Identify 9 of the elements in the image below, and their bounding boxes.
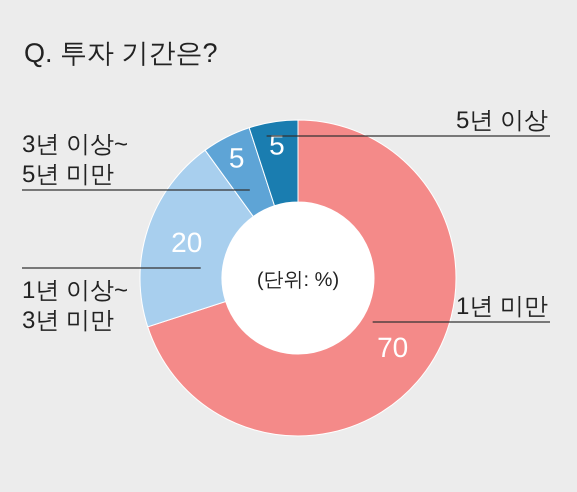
data-label: 5 bbox=[228, 142, 244, 174]
slice-label: 1년 미만 bbox=[456, 293, 548, 320]
slice-label: 5년 이상 bbox=[456, 107, 548, 134]
slice-label: 1년 이상~ 3년 미만 bbox=[22, 277, 128, 334]
data-label: 70 bbox=[377, 332, 408, 363]
chart-title: Q. 투자 기간은? bbox=[24, 38, 218, 68]
data-label: 20 bbox=[171, 226, 202, 258]
slice-label: 3년 이상~ 5년 미만 bbox=[22, 131, 128, 188]
text: (단위: %) bbox=[256, 269, 340, 291]
